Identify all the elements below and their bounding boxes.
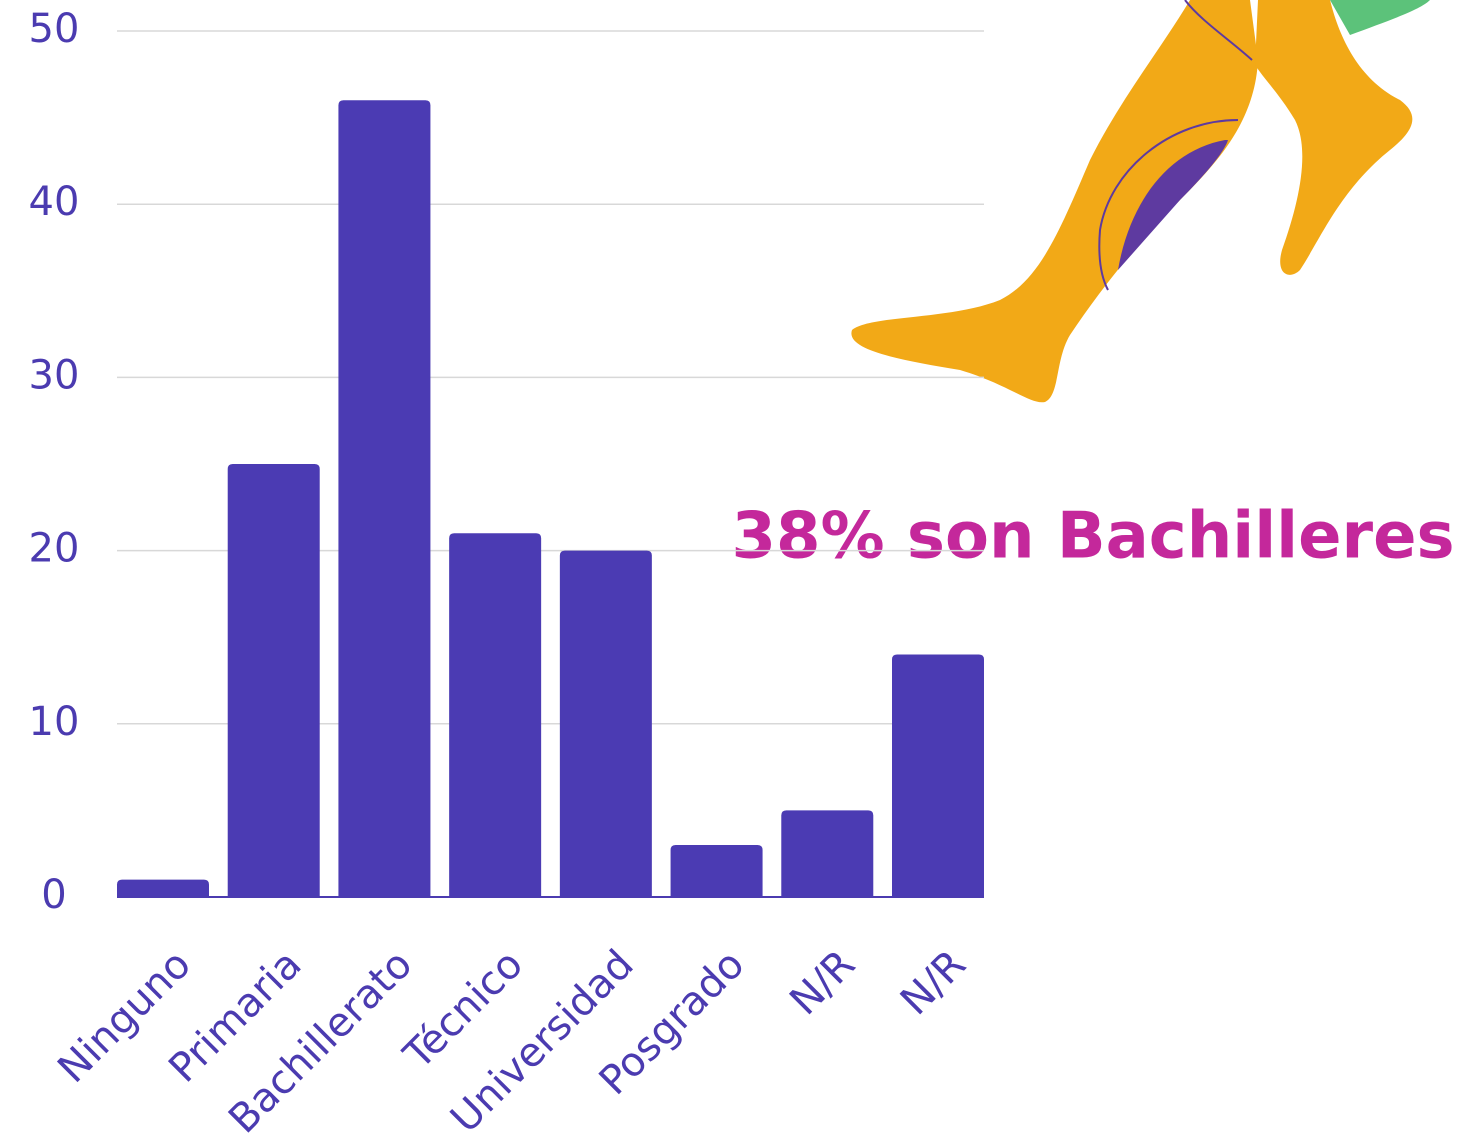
- bar: [117, 879, 209, 897]
- annotation: 38% son Bachilleres: [731, 500, 1454, 574]
- y-tick-label: 30: [29, 352, 80, 398]
- x-tick-label: N/R: [892, 941, 975, 1024]
- bar: [338, 100, 431, 897]
- bar: [892, 654, 984, 897]
- y-tick-label: 20: [29, 526, 80, 572]
- bar: [781, 810, 874, 897]
- bar: [670, 845, 763, 897]
- x-tick-label: N/R: [781, 941, 864, 1024]
- y-tick-label: 50: [29, 6, 80, 52]
- decoration-legs: [851, 0, 1430, 403]
- y-tick-label: 0: [41, 872, 66, 918]
- bar: [559, 550, 652, 897]
- bar: [449, 533, 542, 897]
- y-tick-label: 40: [29, 179, 80, 225]
- bar: [227, 464, 320, 897]
- y-tick-label: 10: [29, 699, 80, 745]
